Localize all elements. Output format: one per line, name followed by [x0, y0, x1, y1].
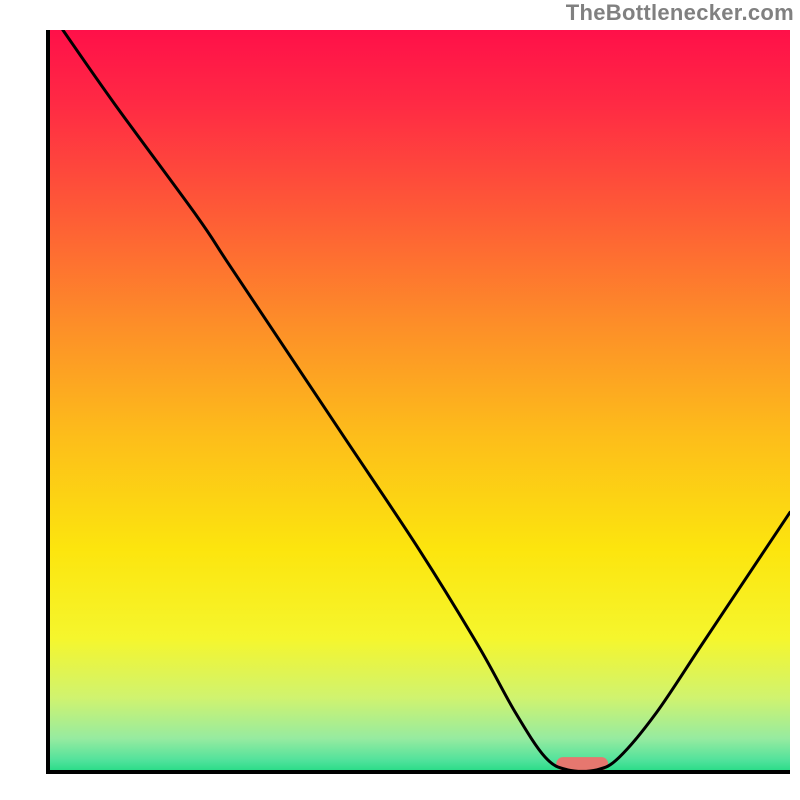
chart-svg [20, 30, 790, 800]
bottleneck-chart [20, 30, 790, 800]
chart-background [48, 30, 790, 772]
stage: TheBottlenecker.com [0, 0, 800, 800]
watermark-label: TheBottlenecker.com [566, 0, 794, 26]
